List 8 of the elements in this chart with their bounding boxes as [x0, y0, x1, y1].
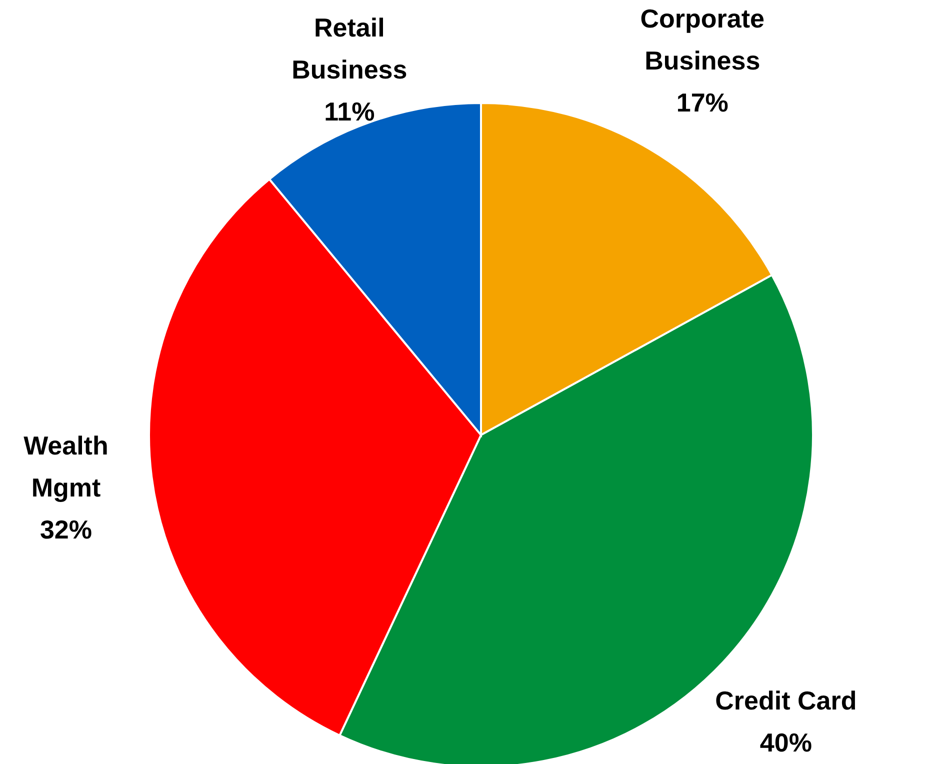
slice-label: Credit Card [715, 685, 857, 716]
slice-label: Retail Business [292, 12, 408, 85]
data-label: 32% [40, 514, 92, 544]
slice-label: Wealth Mgmt [24, 430, 108, 502]
slice-label: Corporate Business [640, 4, 765, 76]
data-label: 11% [324, 96, 375, 127]
data-label: 40% [760, 727, 812, 758]
data-label: 17% [676, 88, 728, 118]
